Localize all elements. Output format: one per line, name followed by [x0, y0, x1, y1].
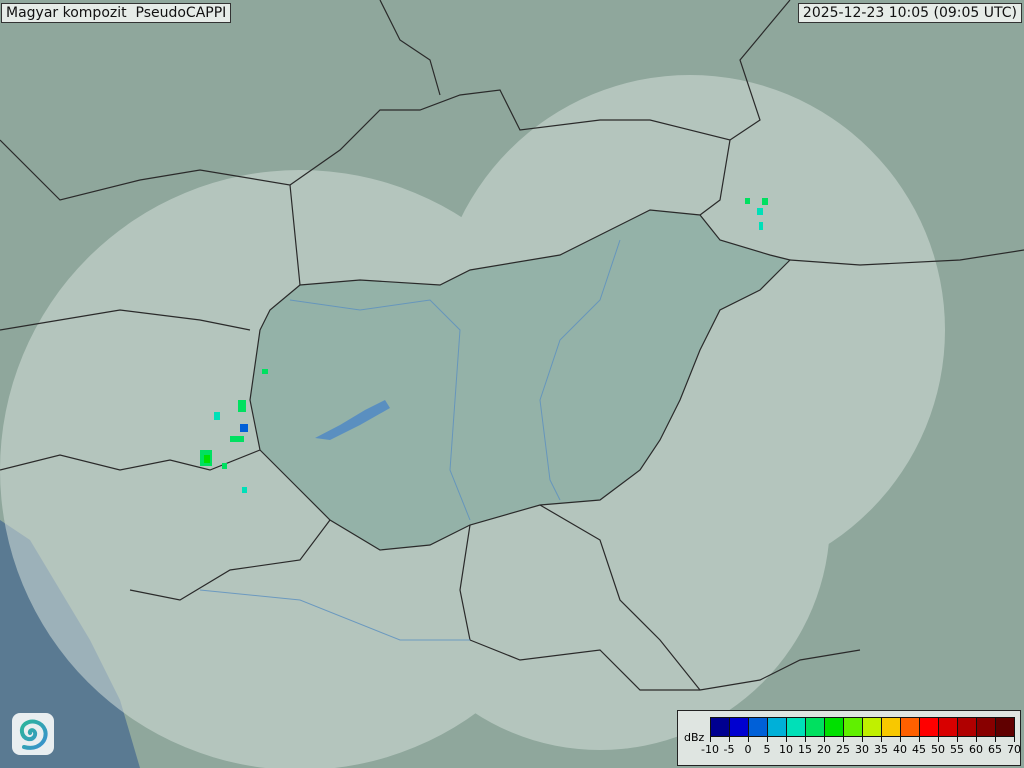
legend-tick	[957, 736, 958, 742]
legend-tick-label: 0	[744, 743, 752, 756]
legend-swatch	[730, 718, 749, 736]
legend-tick	[824, 736, 825, 742]
legend-tick-label: 20	[817, 743, 831, 756]
legend-swatch	[939, 718, 958, 736]
legend-swatch	[863, 718, 882, 736]
legend-tick	[1014, 736, 1015, 742]
legend-swatch	[958, 718, 977, 736]
swirl-logo-icon	[19, 719, 48, 750]
legend-swatch	[806, 718, 825, 736]
legend-swatch	[882, 718, 901, 736]
legend-tick-label: 25	[836, 743, 850, 756]
dbz-legend: dBz -10 -5 0 5 10 15 20 25 30 35 40 45 50 55 60 65 70	[677, 710, 1021, 766]
legend-swatch	[920, 718, 939, 736]
hungary-region	[250, 210, 790, 550]
legend-swatch	[977, 718, 996, 736]
legend-tick	[862, 736, 863, 742]
legend-tick	[767, 736, 768, 742]
legend-tick	[976, 736, 977, 742]
legend-tick	[843, 736, 844, 742]
legend-tick	[786, 736, 787, 742]
legend-tick	[900, 736, 901, 742]
legend-tick-label: 60	[969, 743, 983, 756]
legend-swatch	[749, 718, 768, 736]
legend-tick	[919, 736, 920, 742]
legend-tick	[881, 736, 882, 742]
legend-tick	[710, 736, 711, 742]
radar-echoes	[200, 198, 768, 493]
legend-swatch	[825, 718, 844, 736]
rivers	[199, 239, 621, 641]
legend-unit: dBz	[684, 731, 705, 744]
legend-tick-label: 35	[874, 743, 888, 756]
legend-tick-label: 5	[763, 743, 771, 756]
legend-tick-label: 10	[779, 743, 793, 756]
legend-tick	[729, 736, 730, 742]
legend-tick	[805, 736, 806, 742]
legend-swatch	[768, 718, 787, 736]
legend-tick-label: 65	[988, 743, 1002, 756]
legend-tick-label: 15	[798, 743, 812, 756]
legend-tick-label: 30	[855, 743, 869, 756]
legend-swatch	[711, 718, 730, 736]
lake-balaton	[315, 400, 390, 440]
legend-swatch	[901, 718, 920, 736]
omsz-logo	[12, 713, 54, 755]
legend-tick	[938, 736, 939, 742]
legend-tick-label: 45	[912, 743, 926, 756]
legend-tick-label: -10	[701, 743, 719, 756]
legend-tick-label: 50	[931, 743, 945, 756]
legend-swatch	[844, 718, 863, 736]
timestamp: 2025-12-23 10:05 (09:05 UTC)	[797, 3, 1022, 23]
legend-color-bar	[710, 717, 1015, 737]
legend-tick-label: -5	[723, 743, 735, 756]
legend-tick-label: 40	[893, 743, 907, 756]
legend-swatch	[787, 718, 806, 736]
legend-swatch	[996, 718, 1014, 736]
legend-tick-label: 70	[1007, 743, 1021, 756]
legend-tick-label: 55	[950, 743, 964, 756]
country-borders	[0, 0, 1024, 691]
legend-tick	[995, 736, 996, 742]
legend-tick	[748, 736, 749, 742]
map-title: Magyar kompozit PseudoCAPPI	[1, 3, 232, 23]
